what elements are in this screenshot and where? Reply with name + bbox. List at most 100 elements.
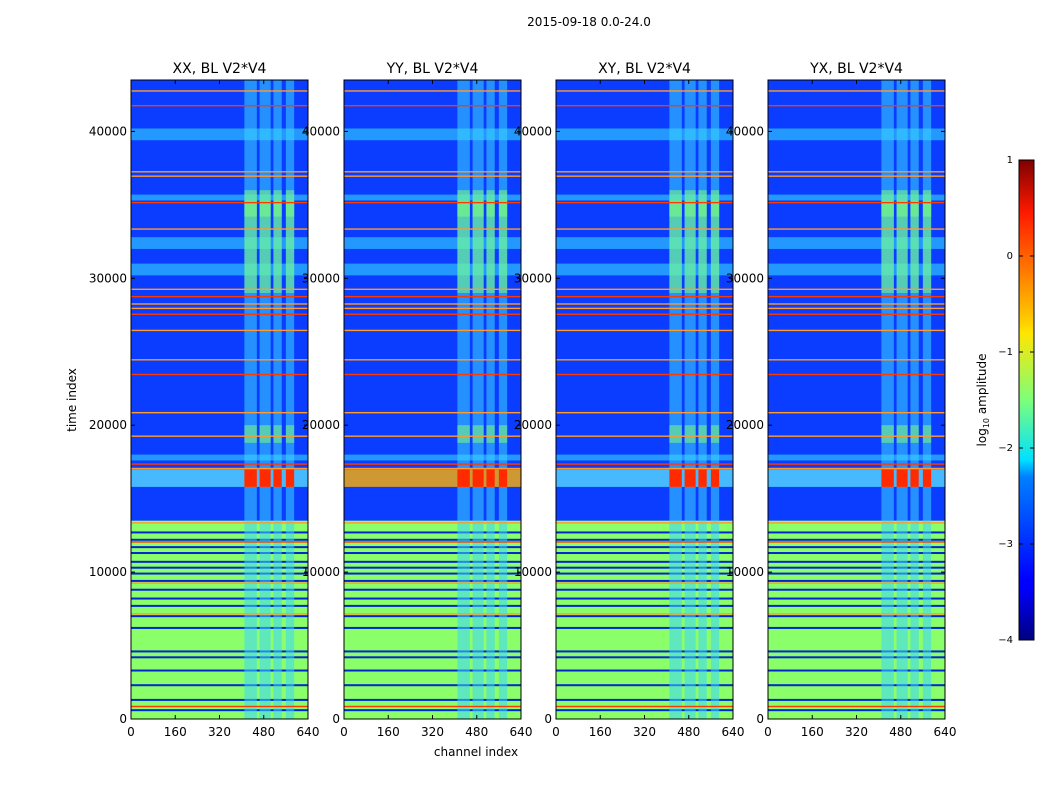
stripe — [556, 531, 733, 534]
stripe — [556, 552, 733, 555]
high-amplitude-row — [131, 522, 308, 524]
stripe — [768, 579, 945, 582]
y-tick-label: 40000 — [726, 124, 764, 138]
band — [131, 128, 308, 141]
rfi-burst — [498, 425, 508, 443]
stripe — [131, 579, 308, 582]
panel-title: XX, BL V2*V4 — [173, 61, 267, 77]
rfi-burst — [259, 425, 271, 443]
colorbar-gradient-bar — [1018, 159, 1035, 641]
high-amplitude-row — [131, 288, 308, 290]
stripe — [131, 597, 308, 600]
y-tick-label: 0 — [119, 712, 127, 726]
strong-rfi-cell — [710, 469, 720, 487]
stripe — [344, 560, 521, 563]
stripe — [556, 650, 733, 653]
band — [768, 237, 945, 249]
rfi-burst — [472, 425, 484, 443]
stripe — [768, 604, 945, 607]
high-amplitude-row — [131, 705, 308, 708]
strong-rfi-cell — [259, 469, 271, 487]
high-amplitude-row — [556, 307, 733, 310]
band — [768, 263, 945, 276]
high-amplitude-row — [131, 90, 308, 92]
rfi-column — [273, 80, 282, 719]
high-amplitude-row — [131, 104, 308, 107]
figure-suptitle: 2015-09-18 0.0-24.0 — [527, 15, 651, 29]
stripe — [344, 597, 521, 600]
high-amplitude-row — [768, 307, 945, 310]
colorbar-label-tail: amplitude — [975, 354, 989, 418]
high-amplitude-row — [344, 435, 521, 437]
rfi-burst — [472, 190, 484, 293]
stripe — [344, 615, 521, 618]
rfi-burst — [922, 425, 932, 443]
rfi-burst — [910, 190, 919, 293]
high-amplitude-row — [344, 171, 521, 173]
band — [768, 128, 945, 141]
high-amplitude-row — [131, 171, 308, 173]
stripe — [768, 597, 945, 600]
band — [344, 128, 521, 141]
stripe — [768, 588, 945, 591]
y-tick-label: 10000 — [302, 565, 340, 579]
high-amplitude-row — [556, 175, 733, 177]
stripe — [131, 560, 308, 563]
band — [344, 237, 521, 249]
x-axis-label: channel index — [434, 745, 518, 759]
stripe — [131, 566, 308, 569]
x-tick-label: 640 — [510, 725, 533, 739]
stripe — [556, 579, 733, 582]
x-tick-label: 480 — [889, 725, 912, 739]
stripe — [556, 538, 733, 541]
high-amplitude-row — [344, 295, 521, 298]
high-amplitude-row — [131, 467, 308, 470]
high-amplitude-row — [556, 171, 733, 173]
rfi-column — [498, 80, 508, 719]
high-amplitude-row — [131, 541, 308, 543]
stripe — [131, 615, 308, 618]
rfi-column — [922, 80, 932, 719]
panel-xy: XY, BL V2*V4 0 160 320 480 640 0 10000 20000 3000… — [514, 61, 745, 739]
high-amplitude-row — [344, 303, 521, 305]
high-amplitude-row — [344, 307, 521, 310]
high-amplitude-row — [768, 329, 945, 332]
y-tick-label: 30000 — [726, 271, 764, 285]
y-tick-label: 40000 — [514, 124, 552, 138]
panel-title: YX, BL V2*V4 — [809, 61, 903, 77]
stripe — [344, 626, 521, 629]
rfi-burst — [457, 425, 470, 443]
heatmap-image — [556, 80, 733, 719]
stripe — [344, 579, 521, 582]
panel-title: YY, BL V2*V4 — [386, 61, 479, 77]
panels: XX, BL V2*V4 0 160 320 480 640 0 10000 20000 3000… — [89, 61, 957, 739]
rfi-column — [710, 80, 720, 719]
strong-rfi-cell — [498, 469, 508, 487]
high-amplitude-row — [768, 359, 945, 361]
high-amplitude-row — [131, 613, 308, 615]
stripe — [131, 546, 308, 549]
y-tick-label: 0 — [332, 712, 340, 726]
strong-rfi-cell — [669, 469, 682, 487]
stripe — [556, 656, 733, 659]
y-tick-label: 30000 — [89, 271, 127, 285]
high-amplitude-row — [556, 582, 733, 584]
high-amplitude-row — [768, 522, 945, 524]
high-amplitude-row — [131, 313, 308, 315]
rfi-burst — [244, 190, 257, 293]
band — [131, 454, 308, 461]
high-amplitude-row — [344, 411, 521, 414]
high-amplitude-row — [556, 411, 733, 414]
stripe — [344, 588, 521, 591]
x-tick-label: 480 — [465, 725, 488, 739]
colorbar-label: log10 amplitude — [975, 354, 991, 447]
stripe — [768, 566, 945, 569]
stripe — [768, 615, 945, 618]
panel-yx: YX, BL V2*V4 0 160 320 480 640 0 10000 20000 3000… — [726, 61, 957, 739]
stripe — [768, 709, 945, 712]
x-tick-label: 320 — [845, 725, 868, 739]
rfi-column — [698, 80, 707, 719]
stripe — [131, 572, 308, 575]
y-axis-label: time index — [65, 368, 79, 432]
band — [556, 128, 733, 141]
